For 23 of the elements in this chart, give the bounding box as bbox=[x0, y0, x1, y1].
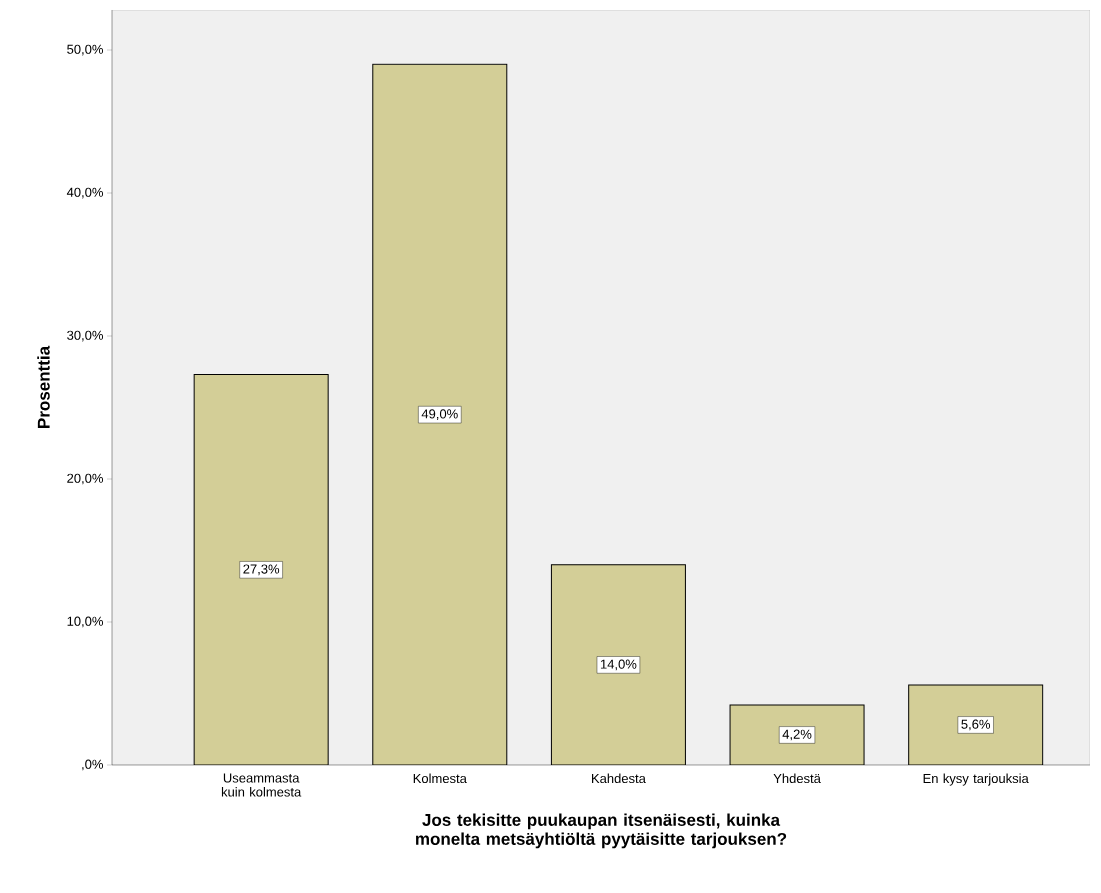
x-tick-label: Kolmesta bbox=[413, 773, 467, 784]
x-tick-label: Useammasta kuin kolmesta bbox=[221, 773, 302, 797]
data-label: 49,0% bbox=[421, 409, 458, 421]
x-tick-label: Kahdesta bbox=[592, 773, 646, 784]
bar bbox=[729, 704, 865, 765]
data-label: 14,0% bbox=[600, 659, 637, 671]
y-tick-label: ,0% bbox=[82, 759, 104, 771]
bar bbox=[550, 564, 686, 765]
y-tick-label: 40,0% bbox=[66, 187, 104, 199]
y-tick-label: 50,0% bbox=[67, 44, 104, 56]
data-label: 4,2% bbox=[782, 729, 812, 741]
data-label: 5,6% bbox=[961, 719, 991, 731]
y-tick-label: 10,0% bbox=[67, 616, 104, 628]
bar bbox=[372, 63, 508, 765]
bar bbox=[193, 374, 329, 765]
x-tick-label: En kysy tarjouksia bbox=[923, 773, 1029, 786]
bar bbox=[908, 684, 1044, 765]
y-tick-label: 20,0% bbox=[67, 473, 104, 485]
y-tick-label: 30,0% bbox=[67, 330, 104, 342]
data-label: 27,3% bbox=[243, 564, 280, 576]
x-axis-title: Jos tekisitte puukaupan itsenäisesti, kuinka monelta metsäyhtiöltä pyytäisitte tarjouksen? bbox=[416, 813, 787, 849]
x-tick-label: Yhdestä bbox=[773, 773, 821, 784]
y-axis-title: Prosenttia bbox=[37, 345, 50, 428]
